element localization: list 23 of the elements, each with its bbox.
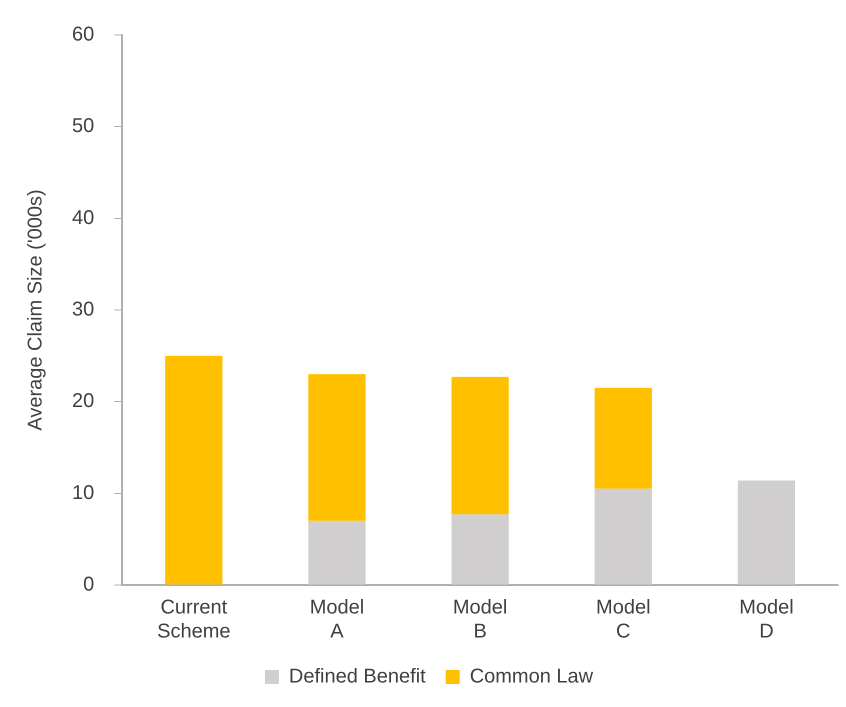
bar: [308, 374, 366, 521]
bar: [594, 488, 652, 584]
y-tick-label: 30: [72, 298, 94, 321]
x-tick-label: Current Scheme: [157, 596, 231, 643]
bar: [594, 388, 652, 489]
bar: [308, 520, 366, 584]
bar: [451, 376, 509, 514]
bar: [451, 514, 509, 584]
y-tick-label: 40: [72, 206, 94, 229]
x-tick-label: Model B: [452, 596, 508, 643]
y-tick-label: 0: [83, 574, 94, 596]
y-tick-label: 50: [72, 115, 94, 138]
y-tick-label: 60: [72, 24, 94, 46]
bar: [165, 356, 222, 584]
x-tick-label: Model D: [739, 596, 794, 643]
bar: [738, 480, 796, 584]
x-tick-label: Model C: [596, 596, 651, 643]
x-tick-label: Model A: [310, 596, 364, 643]
legend-label: Common Law: [470, 666, 594, 688]
y-axis-title: Average Claim Size ('000s): [24, 189, 47, 431]
y-tick-label: 20: [72, 390, 94, 412]
legend-label: Defined Benefit: [288, 666, 426, 688]
y-tick-label: 10: [72, 482, 94, 504]
